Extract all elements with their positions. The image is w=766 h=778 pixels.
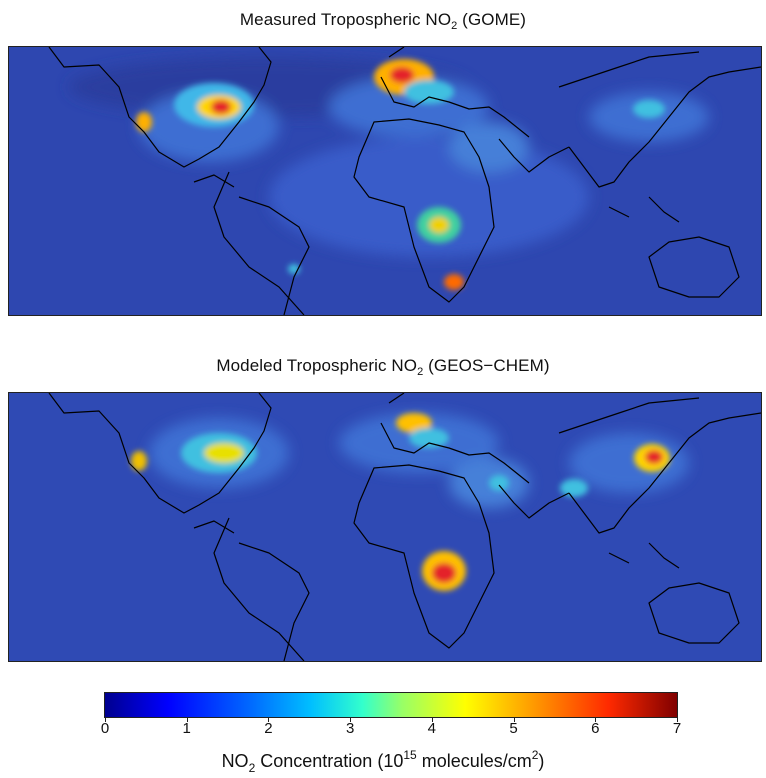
colorbar-tick-label: 6 xyxy=(591,720,600,737)
colorbar-tick xyxy=(513,717,515,722)
colorbar-tick xyxy=(677,717,678,722)
colorbar-label: NO2 Concentration (1015 molecules/cm2) xyxy=(221,748,545,775)
colorbar xyxy=(104,692,678,718)
bottom-panel-title: Modeled Tropospheric NO2 (GEOS−CHEM) xyxy=(216,356,550,378)
colorbar-tick xyxy=(595,717,597,722)
colorbar-tick-label: 3 xyxy=(345,720,355,737)
colorbar-tick-label: 0 xyxy=(100,720,110,737)
colorbar-tick-label: 2 xyxy=(264,720,273,737)
colorbar-tick-label: 1 xyxy=(182,720,191,737)
colorbar-tick-label: 4 xyxy=(427,720,437,737)
modeled-no2-map xyxy=(8,392,762,662)
colorbar-tick xyxy=(350,717,352,722)
colorbar-tick xyxy=(268,717,270,722)
colorbar-tick xyxy=(431,717,433,722)
top-panel-title: Measured Tropospheric NO2 (GOME) xyxy=(239,10,527,32)
colorbar-gradient xyxy=(105,693,677,717)
measured-no2-map xyxy=(8,46,762,316)
colorbar-tick-label: 7 xyxy=(672,720,682,737)
colorbar-tick xyxy=(186,717,188,722)
colorbar-tick-label: 5 xyxy=(509,720,518,737)
colorbar-tick xyxy=(105,717,106,722)
